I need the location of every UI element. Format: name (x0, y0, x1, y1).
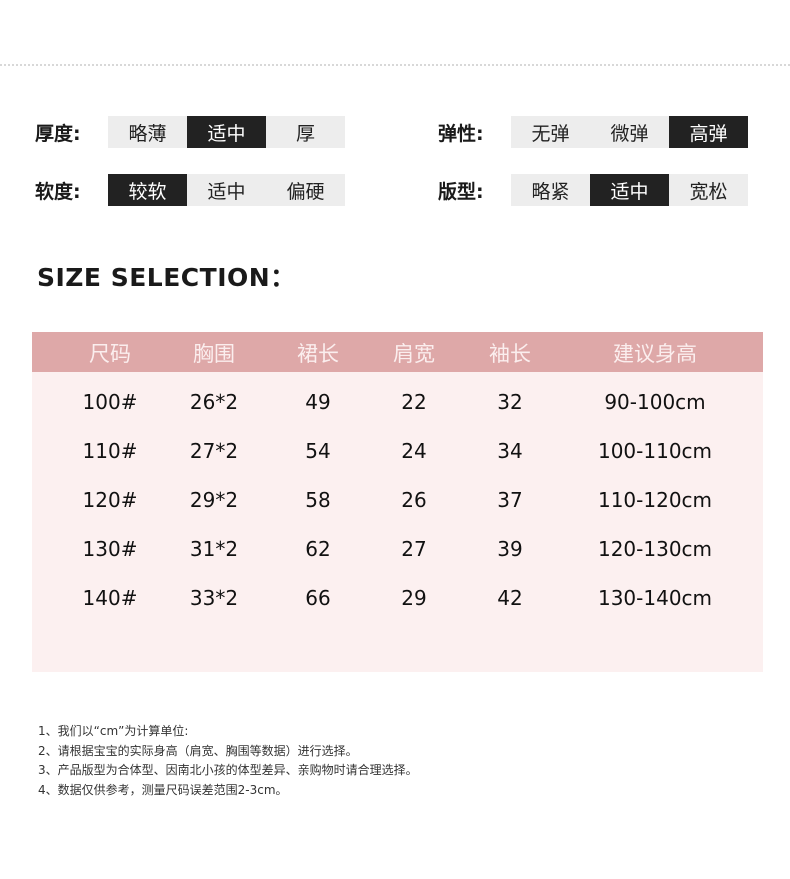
attribute-options: 较软 适中 偏硬 (108, 174, 345, 206)
table-cell: 140# (82, 586, 138, 610)
table-cell: 22 (401, 390, 427, 414)
table-cell: 130-140cm (597, 586, 713, 610)
notes: 1、我们以“cm”为计算单位: 2、请根据宝宝的实际身高（肩宽、胸围等数据）进行选… (38, 722, 418, 800)
column-header: 胸围 (193, 342, 235, 366)
attribute-option: 高弹 (669, 116, 748, 148)
table-cell: 62 (305, 537, 331, 561)
table-cell: 27 (401, 537, 427, 561)
note-line: 2、请根据宝宝的实际身高（肩宽、胸围等数据）进行选择。 (38, 743, 358, 758)
attribute-option: 厚 (295, 122, 315, 145)
table-cell: 39 (497, 537, 523, 561)
table-cell: 26*2 (189, 390, 239, 414)
table-row: 100# 26*2 49 22 32 90-100cm (32, 390, 763, 420)
table-row: 110# 27*2 54 24 34 100-110cm (32, 439, 763, 469)
table-row: 140# 33*2 66 29 42 130-140cm (32, 586, 763, 616)
table-cell: 42 (497, 586, 523, 610)
table-cell: 58 (305, 488, 331, 512)
table-cell: 27*2 (189, 439, 239, 463)
table-cell: 110-120cm (597, 488, 713, 512)
attribute-label: 版型: (438, 180, 484, 203)
table-cell: 130# (82, 537, 138, 561)
size-table: 尺码 胸围 裙长 肩宽 袖长 建议身高 100# 26*2 49 22 32 90-100cm 110… (32, 332, 763, 672)
table-cell: 29*2 (189, 488, 239, 512)
table-cell: 54 (305, 439, 331, 463)
table-cell: 100# (82, 390, 138, 414)
dotted-divider (0, 64, 790, 66)
attribute-row: 版型: 略紧 适中 宽松 (438, 174, 748, 206)
attribute-option: 略紧 (531, 180, 570, 203)
table-cell: 26 (401, 488, 427, 512)
table-cell: 34 (497, 439, 523, 463)
column-header: 袖长 (489, 342, 531, 366)
attribute-option: 宽松 (689, 180, 728, 203)
attribute-row: 软度: 较软 适中 偏硬 (35, 174, 345, 206)
attribute-option: 适中 (590, 174, 669, 206)
attribute-row: 厚度: 略薄 适中 厚 (35, 116, 345, 148)
table-cell: 29 (401, 586, 427, 610)
table-cell: 32 (497, 390, 523, 414)
table-row: 130# 31*2 62 27 39 120-130cm (32, 537, 763, 567)
attribute-options: 略薄 适中 厚 (108, 116, 345, 148)
column-header: 裙长 (297, 342, 339, 366)
column-header: 肩宽 (393, 342, 435, 366)
table-cell: 120# (82, 488, 138, 512)
table-row: 120# 29*2 58 26 37 110-120cm (32, 488, 763, 518)
table-cell: 90-100cm (604, 390, 706, 414)
attribute-option: 微弹 (610, 122, 649, 145)
column-header: 建议身高 (613, 342, 697, 366)
attribute-options: 无弹 微弹 高弹 (511, 116, 748, 148)
table-cell: 66 (305, 586, 331, 610)
table-cell: 49 (305, 390, 331, 414)
note-line: 3、产品版型为合体型、因南北小孩的体型差异、亲购物时请合理选择。 (38, 763, 418, 777)
column-header: 尺码 (89, 342, 131, 366)
table-cell: 31*2 (189, 537, 239, 561)
attribute-option: 较软 (108, 174, 187, 206)
attribute-label: 厚度: (35, 122, 81, 145)
note-line: 1、我们以“cm”为计算单位: (38, 724, 189, 738)
table-cell: 33*2 (189, 586, 239, 610)
table-cell: 37 (497, 488, 523, 512)
attribute-label: 弹性: (438, 122, 484, 145)
attribute-option: 适中 (187, 116, 266, 148)
size-selection-title: SIZE SELECTION： (37, 263, 296, 292)
table-cell: 120-130cm (597, 537, 713, 561)
attribute-option: 无弹 (531, 122, 570, 145)
attribute-label: 软度: (35, 180, 81, 203)
attribute-row: 弹性: 无弹 微弹 高弹 (438, 116, 748, 148)
table-cell: 100-110cm (597, 439, 713, 463)
attribute-option: 略薄 (128, 122, 167, 145)
attribute-options: 略紧 适中 宽松 (511, 174, 748, 206)
attribute-option: 偏硬 (286, 180, 325, 203)
note-line: 4、数据仅供参考，测量尺码误差范围2-3cm。 (38, 782, 288, 797)
table-header: 尺码 胸围 裙长 肩宽 袖长 建议身高 (32, 332, 763, 372)
table-cell: 110# (82, 439, 138, 463)
attribute-option: 适中 (207, 180, 246, 203)
table-cell: 24 (401, 439, 427, 463)
